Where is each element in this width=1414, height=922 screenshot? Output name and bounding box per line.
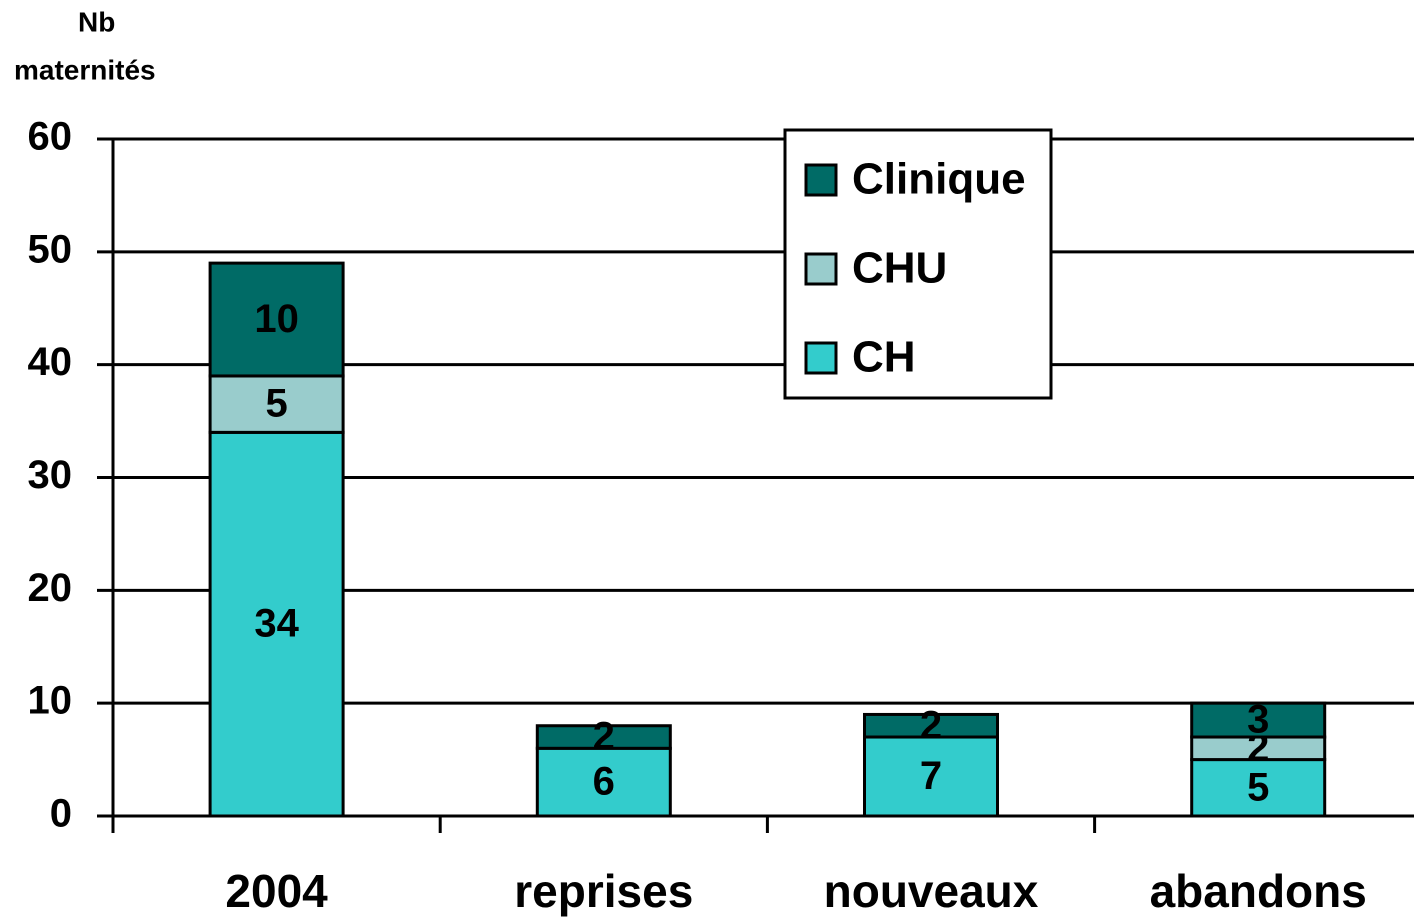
y-tick-label: 20	[28, 566, 73, 610]
bar-segment	[863, 735, 1000, 818]
y-tick-label: 40	[28, 340, 73, 384]
y-axis-label: maternités	[14, 54, 156, 85]
y-tick-label: 10	[28, 679, 73, 723]
x-tick-label: reprises	[514, 865, 693, 917]
y-axis-label: Nb	[78, 6, 115, 37]
data-label: 7	[920, 754, 942, 798]
bar-segment	[208, 430, 345, 818]
y-tick-label: 0	[50, 792, 72, 836]
x-tick-label: 2004	[225, 865, 328, 917]
legend-label: CHU	[852, 244, 947, 293]
bar-segment	[863, 712, 1000, 739]
data-label: 3	[1247, 698, 1269, 742]
bar-segment	[1190, 701, 1327, 739]
data-label: 2	[920, 703, 942, 747]
legend-swatch	[804, 341, 838, 375]
data-label: 34	[254, 602, 299, 646]
legend-swatch	[804, 252, 838, 286]
legend-label: CH	[852, 333, 916, 382]
bar-segment	[535, 724, 672, 750]
x-tick-label: abandons	[1150, 865, 1367, 917]
data-label: 10	[254, 297, 299, 341]
data-label: 6	[593, 760, 615, 804]
legend-swatch	[804, 163, 838, 197]
x-tick-label: nouveaux	[824, 865, 1039, 917]
legend-label: Clinique	[852, 155, 1026, 204]
y-tick-label: 30	[28, 453, 73, 497]
y-tick-label: 60	[28, 115, 73, 159]
y-tick-label: 50	[28, 227, 73, 271]
data-label: 2	[593, 715, 615, 759]
data-label: 5	[265, 382, 287, 426]
bar-segment	[208, 261, 345, 378]
bar-segment	[1190, 758, 1327, 818]
data-label: 5	[1247, 765, 1269, 809]
